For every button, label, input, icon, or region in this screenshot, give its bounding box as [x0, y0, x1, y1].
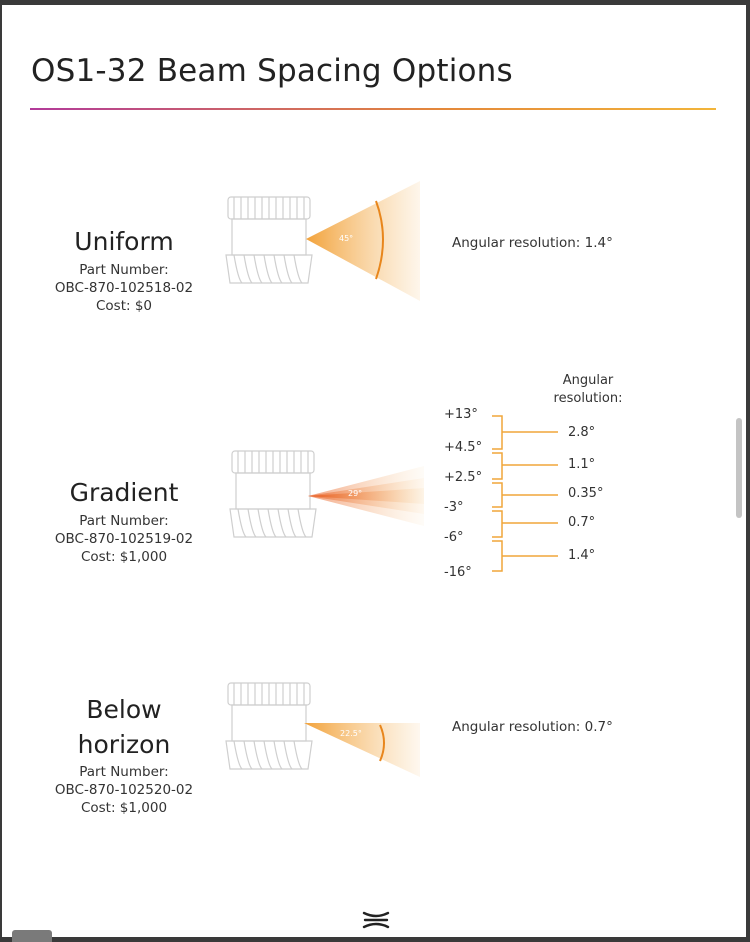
- gradient-resolution-2: 0.35°: [568, 486, 604, 501]
- gradient-beam-fan: [308, 466, 424, 526]
- gradient-resolution-4: 1.4°: [568, 548, 596, 563]
- option-uniform-cost: Cost: $0: [95, 298, 153, 314]
- option-below-horizon-cost: Cost: $1,000: [80, 800, 168, 816]
- below-horizon-beam-fan: [304, 723, 420, 777]
- lidar-sensor-icon: [225, 196, 313, 284]
- option-below-horizon-name-2: horizon: [77, 730, 171, 759]
- ouster-logo-icon: [362, 911, 390, 929]
- gradient-angle-0: +13°: [444, 407, 478, 422]
- gradient-resolution-header-2: resolution:: [553, 391, 623, 406]
- option-below-horizon-name-1: Below: [86, 695, 162, 724]
- title-divider: [30, 108, 716, 110]
- option-below-horizon-part-number: OBC-870-102520-02: [54, 782, 194, 798]
- below-horizon-resolution: Angular resolution: 0.7°: [452, 719, 613, 735]
- gradient-resolution-1: 1.1°: [568, 457, 596, 472]
- gradient-beam-angle: 29°: [348, 489, 363, 498]
- lidar-sensor-icon: [225, 682, 313, 770]
- uniform-resolution: Angular resolution: 1.4°: [452, 235, 613, 251]
- window-corner-tab: [12, 930, 52, 942]
- uniform-beam-fan: [306, 181, 420, 301]
- option-below-horizon-part-label: Part Number:: [79, 764, 169, 780]
- gradient-resolution-bracket: [492, 415, 558, 572]
- option-gradient-part-label: Part Number:: [79, 513, 169, 529]
- lidar-sensor-icon: [229, 450, 317, 538]
- option-uniform-part-number: OBC-870-102518-02: [54, 280, 194, 296]
- gradient-angle-2: +2.5°: [444, 470, 483, 485]
- option-gradient-cost: Cost: $1,000: [80, 549, 168, 565]
- page-title: OS1-32 Beam Spacing Options: [31, 53, 513, 89]
- gradient-angle-3: -3°: [444, 500, 464, 515]
- gradient-resolution-0: 2.8°: [568, 425, 596, 440]
- scrollbar-thumb[interactable]: [736, 418, 742, 518]
- option-uniform-name: Uniform: [74, 227, 174, 256]
- gradient-angle-5: -16°: [444, 565, 472, 580]
- below-horizon-beam-angle: 22.5°: [340, 729, 362, 738]
- option-gradient-part-number: OBC-870-102519-02: [54, 531, 194, 547]
- gradient-angle-4: -6°: [444, 530, 464, 545]
- document-page: OS1-32 Beam Spacing Options Uniform Part…: [2, 5, 746, 937]
- gradient-resolution-header-1: Angular: [562, 373, 614, 388]
- gradient-resolution-3: 0.7°: [568, 515, 596, 530]
- option-uniform-part-label: Part Number:: [79, 262, 169, 278]
- gradient-angle-1: +4.5°: [444, 440, 483, 455]
- uniform-beam-angle: 45°: [339, 234, 354, 243]
- option-gradient-name: Gradient: [69, 478, 179, 507]
